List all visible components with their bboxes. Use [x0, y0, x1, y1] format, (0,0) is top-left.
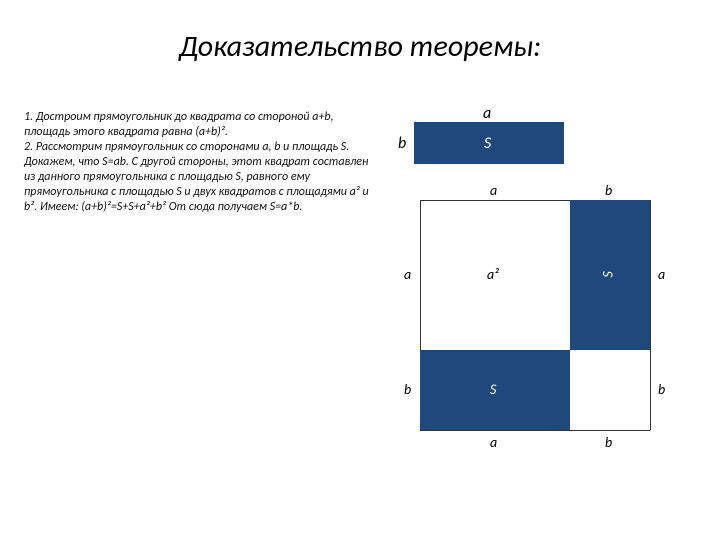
sq-label-S-bottom: S — [490, 381, 496, 398]
sq-bot-b: b — [605, 434, 612, 451]
sq-right-a: a — [658, 266, 665, 283]
sq-top-a: a — [490, 182, 497, 199]
sq-right-b: b — [658, 381, 665, 398]
top-label-a: a — [483, 104, 491, 123]
top-label-b: b — [398, 134, 406, 153]
sq-top-b: b — [605, 182, 612, 199]
sq-border-bottom — [420, 430, 650, 431]
top-label-S: S — [484, 134, 491, 153]
proof-text: 1. Достроим прямоугольник до квадрата со… — [24, 110, 374, 215]
sq-label-a2: a² — [487, 266, 499, 283]
sq-left-a: a — [404, 266, 411, 283]
sq-label-S-right: S — [600, 271, 617, 277]
sq-border-right — [650, 200, 651, 430]
sq-bot-a: a — [490, 434, 497, 451]
sq-left-b: b — [404, 381, 411, 398]
page-title: Доказательство теоремы: — [0, 28, 720, 65]
